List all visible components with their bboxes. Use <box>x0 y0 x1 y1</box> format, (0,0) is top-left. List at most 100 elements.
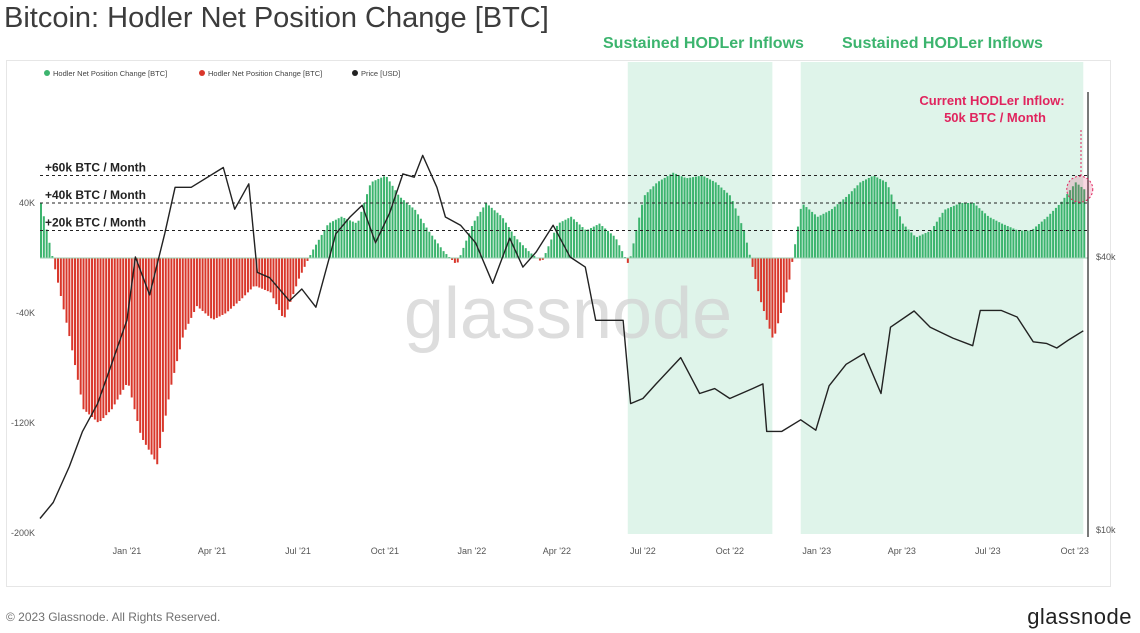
inflow-bar <box>428 231 431 258</box>
outflow-bar <box>164 258 167 416</box>
inflow-bar <box>655 183 658 258</box>
inflow-bar <box>332 221 335 258</box>
inflow-bar <box>388 181 391 258</box>
outflow-bar <box>79 258 82 395</box>
outflow-bar <box>261 258 264 289</box>
outflow-bar <box>190 258 193 318</box>
inflow-bar <box>808 209 811 258</box>
legend-marker <box>199 70 205 76</box>
inflow-bar <box>462 247 465 258</box>
outflow-bar <box>130 258 133 398</box>
inflow-bar <box>893 201 896 258</box>
reference-label-1: +60k BTC / Month <box>45 161 146 175</box>
inflow-bar <box>743 230 746 258</box>
outflow-bar <box>777 258 780 324</box>
inflow-bar <box>981 210 984 258</box>
legend-marker <box>44 70 50 76</box>
outflow-bar <box>266 258 269 292</box>
inflow-bar <box>1015 229 1018 258</box>
inflow-bar <box>989 217 992 258</box>
glassnode-logo: glassnode <box>1027 604 1132 629</box>
inflow-bar <box>575 221 578 258</box>
reference-label-2: +40k BTC / Month <box>45 188 146 202</box>
copyright-text: © 2023 Glassnode. All Rights Reserved. <box>6 610 221 624</box>
inflow-bar <box>896 209 899 258</box>
outflow-bar <box>768 258 771 329</box>
inflow-bar <box>42 216 45 258</box>
inflow-bar <box>587 229 590 258</box>
inflow-bar <box>527 251 530 258</box>
outflow-bar <box>85 258 88 412</box>
inflow-bar <box>516 239 519 258</box>
inflow-bar <box>731 201 734 258</box>
price-line <box>39 154 1084 519</box>
inflow-bar <box>487 205 490 258</box>
outflow-bar <box>765 258 768 320</box>
inflow-bar <box>847 194 850 258</box>
inflow-bar <box>436 243 439 258</box>
inflow-bar <box>830 209 833 258</box>
inflow-bar <box>374 180 377 258</box>
outflow-bar <box>74 258 77 366</box>
inflow-bar <box>402 200 405 258</box>
inflow-bar <box>992 219 995 258</box>
outflow-bar <box>241 258 244 299</box>
inflow-bar <box>561 221 564 258</box>
inflow-bar <box>502 218 505 258</box>
outflow-bar <box>215 258 218 318</box>
left-axis-tick: -40K <box>16 308 35 318</box>
inflow-bar <box>952 205 955 258</box>
inflow-bar <box>856 185 859 258</box>
inflow-bar <box>822 213 825 258</box>
inflow-bar <box>862 180 865 258</box>
inflow-bar <box>371 181 374 258</box>
reference-label-3: +20k BTC / Month <box>45 216 146 230</box>
outflow-bar <box>102 258 105 419</box>
inflow-bar <box>836 204 839 258</box>
inflow-bar <box>677 175 680 258</box>
inflow-bar <box>1032 228 1035 258</box>
inflow-bar <box>524 248 527 258</box>
inflow-bar <box>439 247 442 258</box>
watermark: glassnode <box>404 274 732 354</box>
inflow-bar <box>1037 224 1040 258</box>
page-title: Bitcoin: Hodler Net Position Change [BTC… <box>4 2 549 34</box>
inflow-bar <box>745 242 748 258</box>
outflow-bar <box>136 258 139 422</box>
inflow-bar <box>692 177 695 258</box>
inflow-bar <box>899 216 902 258</box>
inflow-bar <box>1066 193 1069 258</box>
inflow-bar <box>842 199 845 258</box>
x-axis-tick: Apr '21 <box>198 546 226 556</box>
inflow-bar <box>802 204 805 258</box>
inflow-bar <box>714 182 717 258</box>
outflow-bar <box>538 258 541 261</box>
inflow-bar <box>598 223 601 258</box>
inflow-bar <box>445 254 448 258</box>
inflow-bar <box>572 219 575 258</box>
inflow-bar <box>683 177 686 258</box>
outflow-bar <box>156 258 159 465</box>
outflow-bar <box>249 258 252 290</box>
inflow-bar <box>924 233 927 258</box>
inflow-bar <box>669 174 672 258</box>
inflow-bar <box>881 180 884 258</box>
inflow-bar <box>794 244 797 258</box>
outflow-bar <box>238 258 241 301</box>
inflow-bar <box>930 230 933 258</box>
inflow-bar <box>618 245 621 258</box>
inflow-bar <box>459 255 462 258</box>
outflow-bar <box>133 258 136 410</box>
x-axis-tick: Jan '21 <box>113 546 142 556</box>
outflow-bar <box>297 258 300 279</box>
inflow-bar <box>1060 201 1063 258</box>
outflow-bar <box>187 258 190 324</box>
outflow-bar <box>116 258 119 400</box>
inflow-bar <box>918 235 921 258</box>
outflow-bar <box>779 258 782 313</box>
inflow-bar <box>748 254 751 258</box>
inflow-bar <box>887 187 890 258</box>
inflow-bar <box>700 175 703 258</box>
outflow-bar <box>204 258 207 314</box>
inflow-bar <box>649 189 652 258</box>
